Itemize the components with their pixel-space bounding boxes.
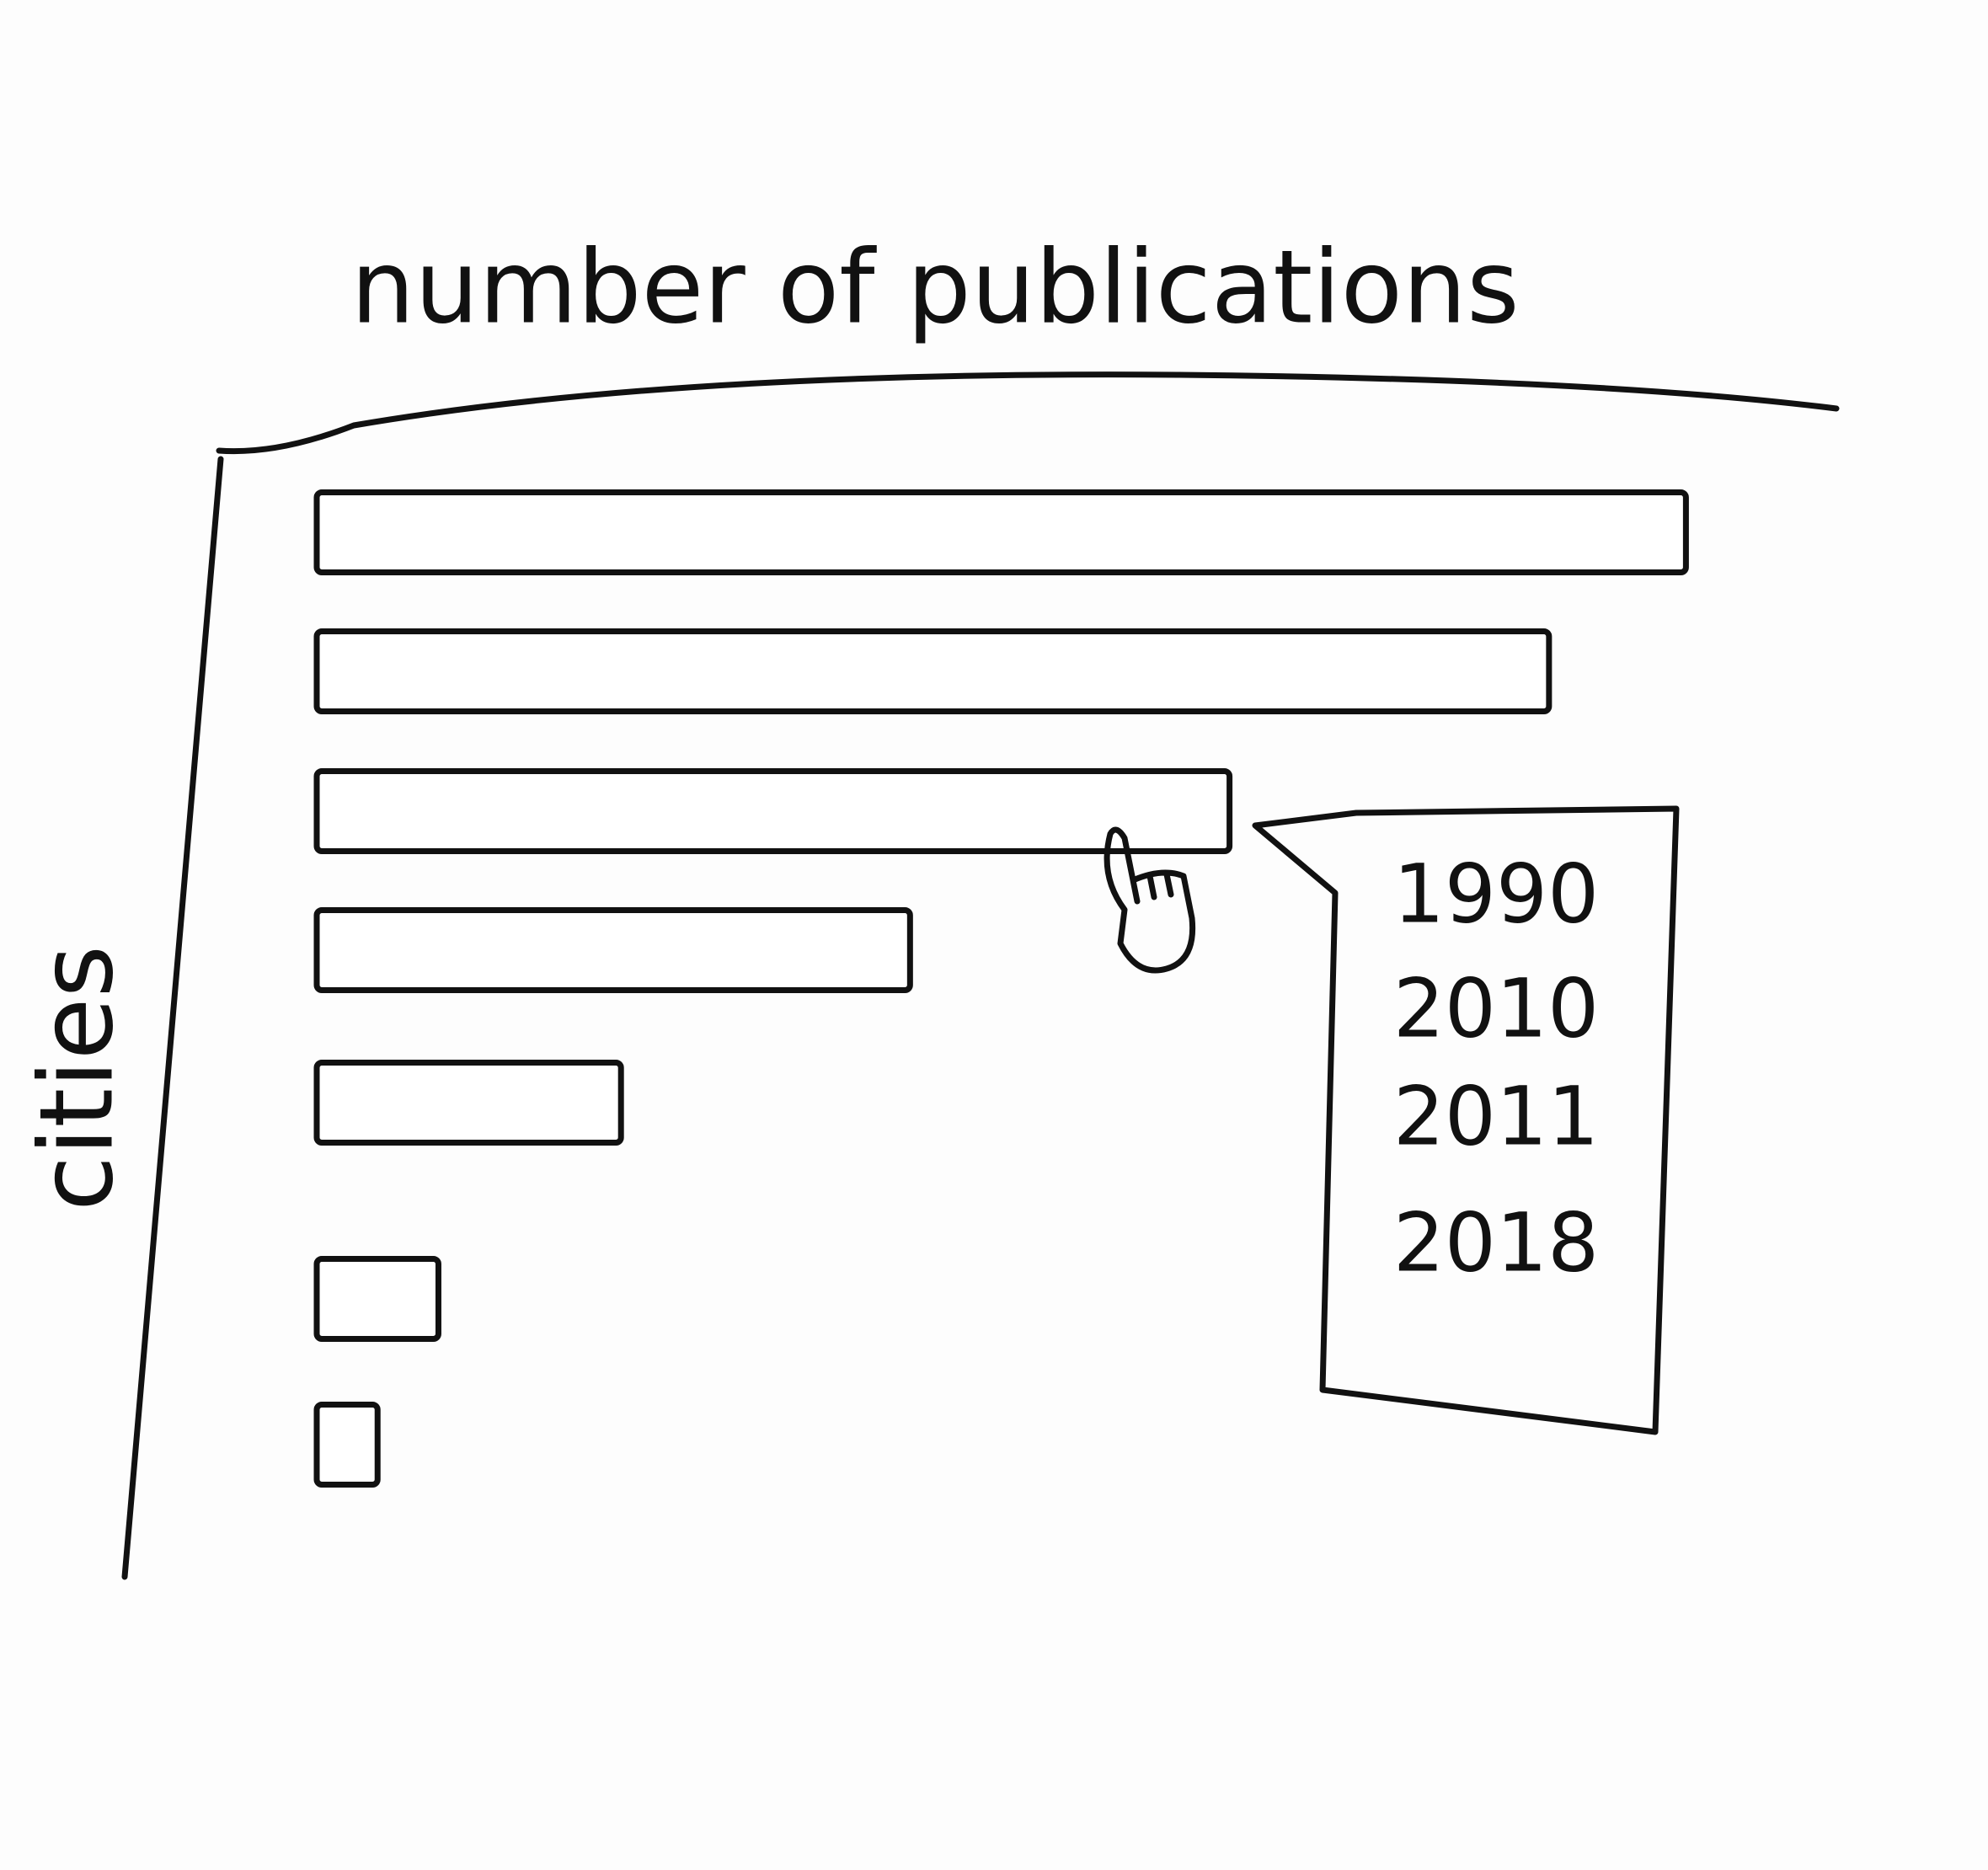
tooltip-item: 2010: [1393, 961, 1599, 1055]
y-axis-line: [121, 456, 224, 1580]
tooltip: 1990 2010 2011 2018: [1252, 805, 1680, 1435]
bar: [313, 628, 1552, 714]
bar: [313, 489, 1689, 575]
cursor-icon: [1104, 826, 1196, 974]
bar: [313, 1256, 441, 1342]
tooltip-item: 1990: [1393, 847, 1599, 941]
bar: [313, 907, 913, 993]
y-axis-label: cities: [19, 945, 136, 1211]
bar: [313, 1402, 381, 1488]
tooltip-box: [1252, 805, 1680, 1435]
bar: [313, 768, 1233, 854]
tooltip-item: 2011: [1393, 1069, 1599, 1163]
x-axis-line: [216, 371, 1840, 455]
tooltip-item: 2018: [1393, 1195, 1599, 1290]
bar: [313, 1060, 624, 1146]
x-axis-label: number of publications: [350, 230, 1519, 347]
